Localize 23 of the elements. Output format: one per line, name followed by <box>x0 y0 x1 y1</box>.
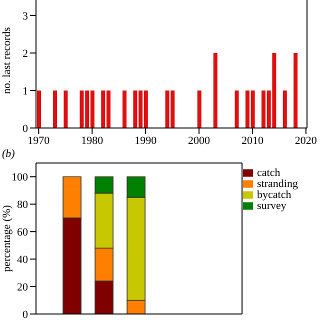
legend-label: survey <box>257 200 286 212</box>
x-tick-label: 2010 <box>241 134 264 147</box>
y-tick-label: 100 <box>12 172 28 184</box>
x-tick-label: 2000 <box>188 134 211 147</box>
chart-title: (b) <box>2 148 15 160</box>
y-tick-label: 60 <box>17 226 28 239</box>
x-tick-label: 2020 <box>294 134 318 147</box>
legend-label: stranding <box>257 178 298 190</box>
legend-label: catch <box>257 167 280 179</box>
y-tick-label: 80 <box>17 199 28 212</box>
y-tick-label: 3 <box>22 10 28 22</box>
x-tick-label: 1970 <box>28 134 50 147</box>
y-tick-label: 0 <box>22 122 28 135</box>
x-tick-label: 1980 <box>81 134 104 147</box>
x-tick-label: 1990 <box>134 134 158 147</box>
y-tick-label: 0 <box>22 308 28 320</box>
legend-label: bycatch <box>257 189 292 201</box>
y-axis-title: percentage (%) <box>0 204 13 272</box>
y-tick-label: 2 <box>22 48 28 60</box>
y-tick-label: 1 <box>22 85 28 98</box>
y-axis-title: no. last records <box>0 27 13 94</box>
y-tick-label: 40 <box>17 254 28 266</box>
y-tick-label: 20 <box>17 281 28 294</box>
